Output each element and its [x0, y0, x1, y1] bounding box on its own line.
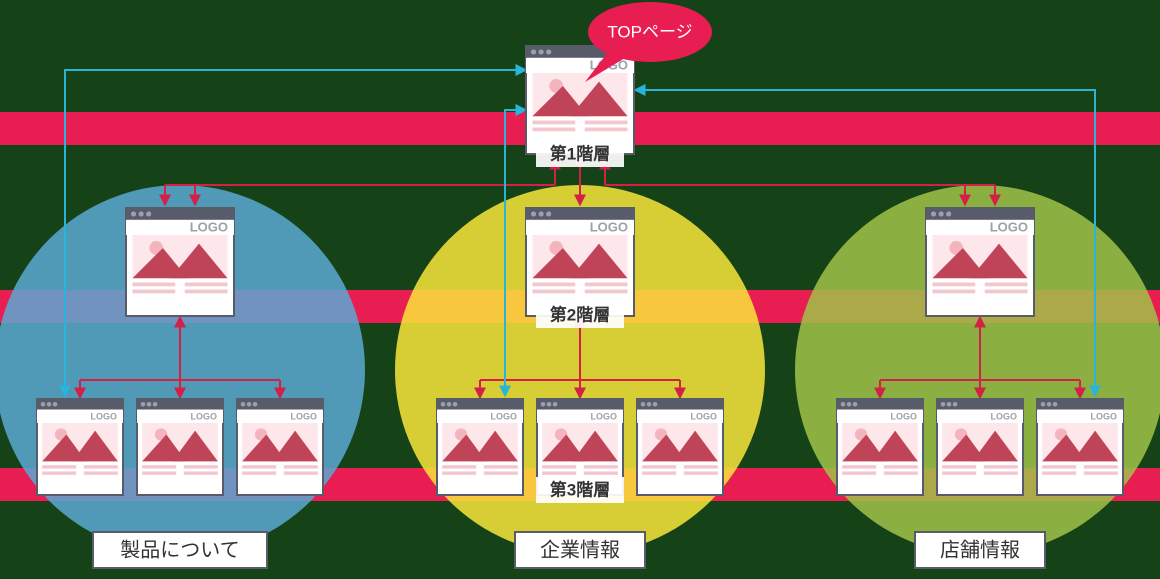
page-icon-l3b3: LOGO: [637, 399, 723, 495]
page-icon-l3c1: LOGO: [837, 399, 923, 495]
section-label-company: 企業情報: [540, 538, 620, 561]
section-label-products: 製品について: [120, 538, 239, 561]
page-icon-l3b1: LOGO: [437, 399, 523, 495]
svg-text:LOGO: LOGO: [190, 220, 228, 235]
section-label-stores: 店舗情報: [940, 538, 1020, 561]
tier-label-t3: 第3階層: [550, 479, 610, 499]
svg-text:LOGO: LOGO: [491, 411, 518, 421]
speech-bubble-text: TOPページ: [607, 22, 692, 41]
svg-text:LOGO: LOGO: [991, 411, 1018, 421]
svg-text:LOGO: LOGO: [191, 411, 218, 421]
svg-text:LOGO: LOGO: [91, 411, 118, 421]
svg-text:LOGO: LOGO: [691, 411, 718, 421]
page-icon-l2a: LOGO: [126, 208, 234, 316]
page-icon-l3c2: LOGO: [937, 399, 1023, 495]
svg-text:LOGO: LOGO: [990, 220, 1028, 235]
speech-bubble-top: TOPページ: [585, 2, 712, 82]
svg-text:LOGO: LOGO: [590, 220, 628, 235]
page-icon-l3a3: LOGO: [237, 399, 323, 495]
svg-text:LOGO: LOGO: [891, 411, 918, 421]
page-icon-l3a1: LOGO: [37, 399, 123, 495]
svg-text:LOGO: LOGO: [1091, 411, 1118, 421]
tier-label-t1: 第1階層: [550, 143, 610, 163]
svg-text:LOGO: LOGO: [291, 411, 318, 421]
page-icon-l3c3: LOGO: [1037, 399, 1123, 495]
page-icon-l3a2: LOGO: [137, 399, 223, 495]
sitemap-diagram: LOGO LOGO LOGO LOGO LOGO LOGO LOGO LOGO LOGO LOGO…: [0, 0, 1160, 579]
page-icon-l2b: LOGO: [526, 208, 634, 316]
tier-label-t2: 第2階層: [550, 304, 610, 324]
page-icon-l2c: LOGO: [926, 208, 1034, 316]
svg-text:LOGO: LOGO: [591, 411, 618, 421]
